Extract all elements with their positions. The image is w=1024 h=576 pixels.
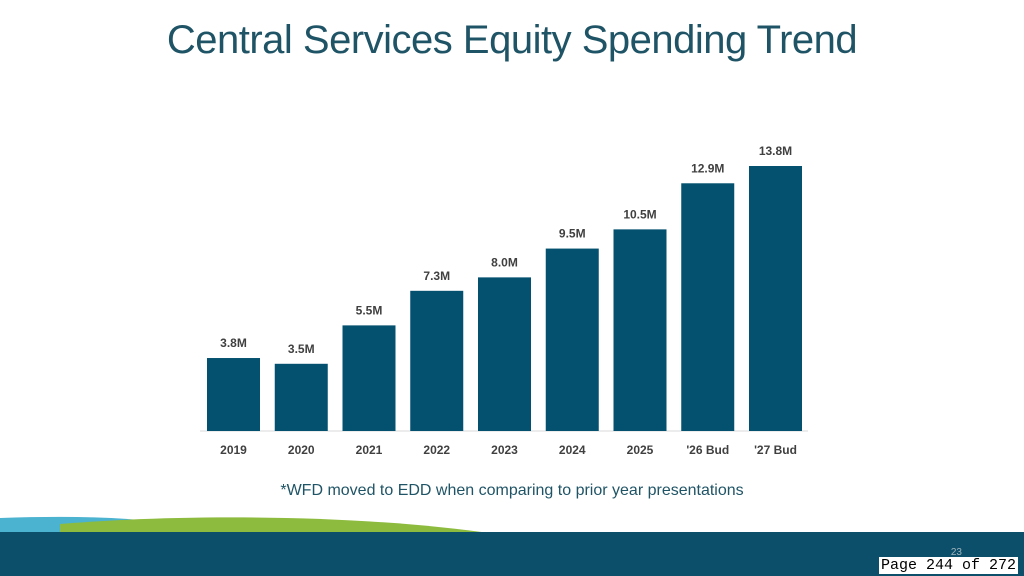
value-labels-group: 3.8M 3.5M 5.5M 7.3M 8.0M 9.5M 10.5M 12.9M 13.8M	[220, 144, 792, 356]
bar-4	[478, 277, 531, 431]
value-label-6: 10.5M	[623, 207, 656, 221]
bar-1	[274, 363, 328, 431]
footer-band-dark	[0, 532, 1024, 576]
footer-wave	[0, 516, 1024, 576]
page-stamp: Page 244 of 272	[878, 557, 1018, 574]
bar-7	[681, 183, 735, 431]
category-label-7: '26 Bud	[686, 443, 729, 457]
category-label-3: 2022	[423, 443, 450, 457]
slide-page-number: 23	[950, 547, 962, 558]
bar-2	[342, 325, 396, 431]
value-label-4: 8.0M	[491, 255, 518, 269]
category-labels-group: 2019 2020 2021 2022 2023 2024 2025 '26 Bud '27 B…	[220, 443, 797, 457]
bars-group	[207, 166, 802, 431]
footnote: *WFD moved to EDD when comparing to prio…	[280, 482, 744, 499]
bar-6	[613, 229, 667, 431]
value-label-3: 7.3M	[423, 269, 450, 283]
category-label-6: 2025	[627, 443, 654, 457]
slide-title: Central Services Equity Spending Trend	[166, 18, 858, 62]
category-label-8: '27 Bud	[754, 443, 797, 457]
category-label-5: 2024	[559, 443, 586, 457]
value-label-0: 3.8M	[220, 336, 247, 350]
bar-8	[749, 166, 802, 431]
category-label-1: 2020	[288, 443, 315, 457]
category-label-2: 2021	[356, 443, 383, 457]
value-label-1: 3.5M	[288, 342, 315, 356]
bar-0	[207, 358, 260, 431]
value-label-5: 9.5M	[559, 227, 586, 241]
bar-5	[545, 248, 599, 431]
bar-3	[410, 290, 464, 431]
value-label-8: 13.8M	[759, 144, 792, 158]
value-label-2: 5.5M	[356, 303, 383, 317]
value-label-7: 12.9M	[691, 161, 724, 175]
category-label-4: 2023	[491, 443, 518, 457]
category-label-0: 2019	[220, 443, 247, 457]
